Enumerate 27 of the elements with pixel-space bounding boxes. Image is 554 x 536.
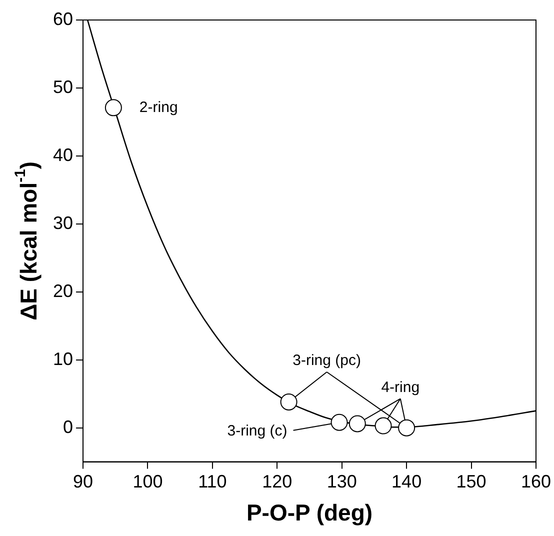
x-tick-label: 90: [73, 472, 94, 492]
x-tick-label: 140: [392, 472, 422, 492]
point: [398, 419, 416, 436]
point: [330, 414, 348, 431]
x-tick-label: 130: [326, 472, 357, 492]
annotation: 3-ring (pc): [292, 352, 361, 370]
y-tick-label: 20: [52, 280, 74, 301]
y-tick-label: 60: [52, 8, 74, 29]
point: [104, 99, 122, 116]
point: [374, 417, 392, 434]
x-tick-label: 110: [198, 472, 227, 492]
y-tick-label: 30: [52, 212, 74, 233]
y-tick-label: 10: [52, 348, 74, 369]
x-tick-label: 150: [456, 472, 486, 492]
x-tick-label: 100: [132, 472, 163, 492]
y-tick-label: 40: [52, 144, 74, 165]
annotation: 2-ring: [139, 98, 178, 116]
x-axis-title: P-O-P (deg): [246, 500, 373, 526]
x-tick-label: 120: [262, 472, 292, 492]
annotation: 4-ring: [381, 378, 420, 396]
point: [280, 393, 298, 410]
point: [348, 415, 366, 432]
annotation: 3-ring (c): [227, 422, 288, 440]
y-tick-label: 0: [63, 416, 74, 437]
x-tick-label: 160: [520, 472, 552, 492]
y-tick-label: 50: [52, 76, 74, 97]
y-axis-title: ΔE (kcal mol-1): [12, 161, 42, 320]
